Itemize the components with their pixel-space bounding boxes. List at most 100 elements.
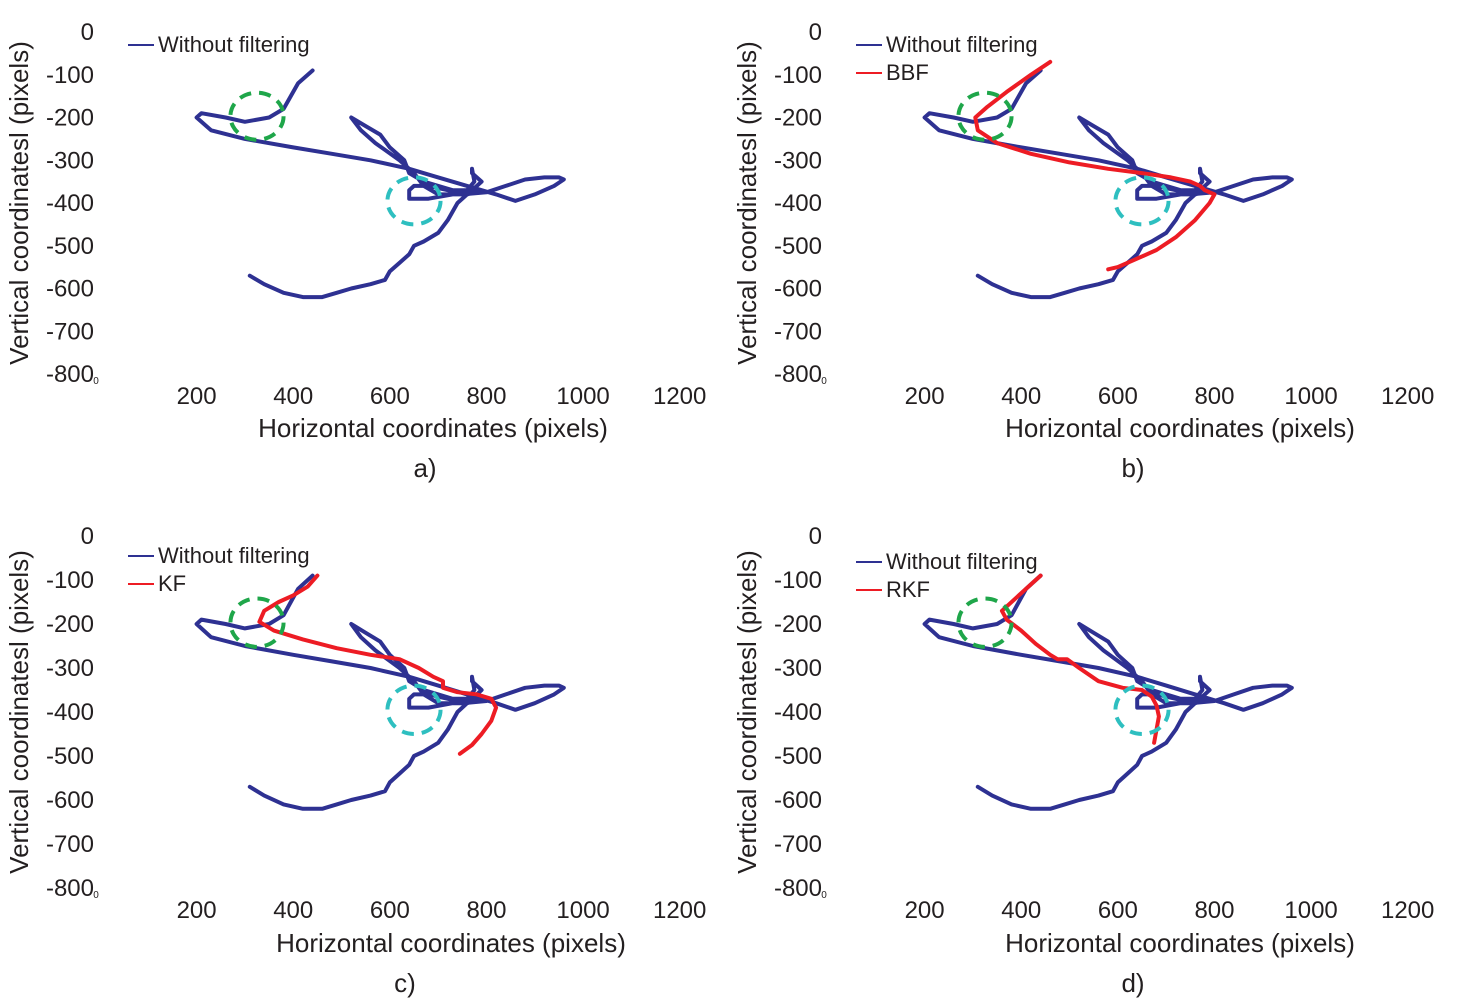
y-tick-label: -400 xyxy=(46,699,94,726)
cyan-dashed-circle xyxy=(1113,683,1171,736)
y-axis-label: Vertical coordinatesl (pixels) xyxy=(4,550,34,874)
y-tick-label: -300 xyxy=(46,655,94,682)
y-tick-label: -100 xyxy=(774,62,822,89)
y-tick-label: 0 xyxy=(81,523,94,550)
green-dashed-circle xyxy=(228,90,286,142)
x-tick-label: 1000 xyxy=(556,383,609,410)
series-line-bbf xyxy=(973,59,1217,272)
y-tick-label: -600 xyxy=(46,787,94,814)
y-tick-label: -100 xyxy=(46,62,94,89)
x-tick-label: 600 xyxy=(370,897,410,924)
x-axis-label: Horizontal coordinates (pixels) xyxy=(1005,413,1355,443)
x-tick-label: 1000 xyxy=(1284,383,1337,410)
x-tick-label: 1000 xyxy=(556,897,609,924)
x-tick-label: 200 xyxy=(905,383,945,410)
x-tick-label: 1000 xyxy=(1284,897,1337,924)
legend-entry: Without filtering xyxy=(158,32,310,57)
chart-panel-a: 0 -100 -200 -300 -400 -500 -600 -700 -800 200 400 6… xyxy=(4,19,706,483)
origin-label: 0 xyxy=(93,890,99,901)
x-tick-label: 600 xyxy=(370,383,410,410)
x-tick-label: 400 xyxy=(1001,383,1041,410)
x-tick-label: 200 xyxy=(905,897,945,924)
x-axis-label: Horizontal coordinates (pixels) xyxy=(276,928,626,958)
y-tick-label: -800 xyxy=(774,875,822,902)
x-tick-label: 400 xyxy=(1001,897,1041,924)
y-tick-label: -700 xyxy=(46,831,94,858)
x-tick-label: 1200 xyxy=(653,383,706,410)
legend-entry: Without filtering xyxy=(886,32,1038,57)
y-axis-label: Vertical coordinatesl (pixels) xyxy=(4,41,34,365)
y-tick-label: -300 xyxy=(774,655,822,682)
panel-label: c) xyxy=(394,968,416,998)
panel-label: d) xyxy=(1121,968,1144,998)
y-tick-label: -500 xyxy=(46,743,94,770)
y-tick-label: -500 xyxy=(774,743,822,770)
y-tick-label: -700 xyxy=(774,318,822,345)
x-tick-label: 1200 xyxy=(653,897,706,924)
legend-entry: KF xyxy=(158,571,186,596)
x-tick-label: 600 xyxy=(1098,897,1138,924)
legend-entry: RKF xyxy=(886,577,930,602)
series-line-kf xyxy=(257,573,499,756)
y-tick-label: -200 xyxy=(46,105,94,132)
y-tick-label: 0 xyxy=(809,19,822,46)
cyan-dashed-circle xyxy=(1113,175,1171,227)
y-tick-label: -400 xyxy=(46,190,94,217)
y-axis-label: Vertical coordinatesl (pixels) xyxy=(732,41,762,365)
x-axis-label: Horizontal coordinates (pixels) xyxy=(1005,928,1355,958)
x-tick-label: 600 xyxy=(1098,383,1138,410)
green-dashed-circle xyxy=(956,596,1014,649)
x-tick-label: 800 xyxy=(466,383,506,410)
y-tick-label: -800 xyxy=(774,361,822,388)
origin-label: 0 xyxy=(93,376,99,387)
y-tick-label: 0 xyxy=(81,19,94,46)
y-tick-label: -700 xyxy=(46,318,94,345)
y-tick-label: 0 xyxy=(809,523,822,550)
x-axis-label: Horizontal coordinates (pixels) xyxy=(258,413,608,443)
series-line-without-filtering xyxy=(922,573,1294,811)
y-tick-label: -300 xyxy=(46,147,94,174)
chart-panel-b: 0 -100 -200 -300 -400 -500 -600 -700 -800 200 400 6… xyxy=(732,19,1434,483)
x-tick-label: 800 xyxy=(1194,897,1234,924)
y-tick-label: -400 xyxy=(774,190,822,217)
x-tick-label: 800 xyxy=(1194,383,1234,410)
y-axis-label: Vertical coordinatesl (pixels) xyxy=(732,550,762,874)
y-tick-label: -600 xyxy=(46,276,94,303)
y-tick-label: -100 xyxy=(46,567,94,594)
y-tick-label: -700 xyxy=(774,831,822,858)
green-dashed-circle xyxy=(228,596,286,649)
x-tick-label: 200 xyxy=(177,383,217,410)
y-tick-label: -300 xyxy=(774,147,822,174)
x-tick-label: 800 xyxy=(466,897,506,924)
y-tick-label: -600 xyxy=(774,276,822,303)
origin-label: 0 xyxy=(821,376,827,387)
y-tick-label: -500 xyxy=(774,233,822,260)
panel-label: a) xyxy=(413,453,436,483)
legend-entry: Without filtering xyxy=(158,543,310,568)
x-tick-label: 400 xyxy=(273,897,313,924)
chart-panel-d: 0 -100 -200 -300 -400 -500 -600 -700 -800 200 400 6… xyxy=(732,523,1434,998)
y-tick-label: -200 xyxy=(46,611,94,638)
y-tick-label: -100 xyxy=(774,567,822,594)
x-tick-label: 1200 xyxy=(1381,383,1434,410)
y-tick-label: -600 xyxy=(774,787,822,814)
x-tick-label: 200 xyxy=(177,897,217,924)
y-tick-label: -200 xyxy=(774,611,822,638)
chart-panel-c: 0 -100 -200 -300 -400 -500 -600 -700 -800 200 400 6… xyxy=(4,523,706,998)
series-line-without-filtering xyxy=(922,68,1294,300)
origin-label: 0 xyxy=(821,890,827,901)
series-line-rkf xyxy=(999,573,1161,745)
x-tick-label: 1200 xyxy=(1381,897,1434,924)
green-dashed-circle xyxy=(956,90,1014,142)
series-line-without-filtering xyxy=(194,68,566,300)
series-line-without-filtering xyxy=(194,573,566,811)
y-tick-label: -800 xyxy=(46,875,94,902)
panel-label: b) xyxy=(1121,453,1144,483)
cyan-dashed-circle xyxy=(385,683,443,736)
legend-entry: Without filtering xyxy=(886,549,1038,574)
legend-entry: BBF xyxy=(886,60,929,85)
y-tick-label: -400 xyxy=(774,699,822,726)
y-tick-label: -500 xyxy=(46,233,94,260)
x-tick-label: 400 xyxy=(273,383,313,410)
